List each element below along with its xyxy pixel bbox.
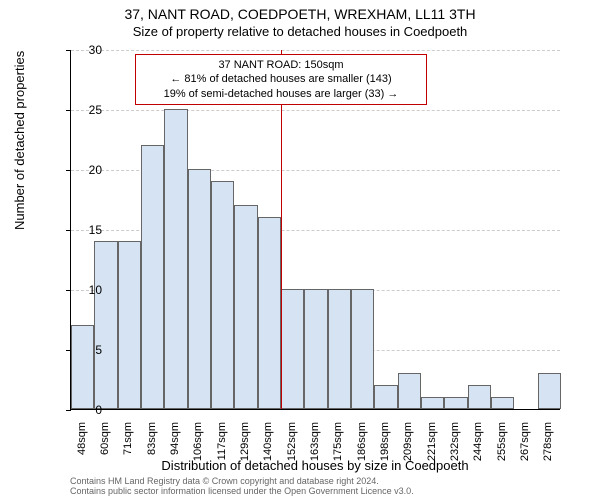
ytick-mark bbox=[66, 50, 71, 51]
ytick-mark bbox=[66, 230, 71, 231]
xtick-label: 60sqm bbox=[99, 422, 111, 482]
ytick-label: 0 bbox=[72, 404, 102, 416]
ytick-label: 15 bbox=[72, 224, 102, 236]
bar bbox=[118, 241, 141, 409]
x-axis-label: Distribution of detached houses by size … bbox=[70, 458, 560, 473]
xtick-label: 71sqm bbox=[122, 422, 134, 482]
ytick-label: 25 bbox=[72, 104, 102, 116]
ytick-label: 5 bbox=[72, 344, 102, 356]
xtick-label: 152sqm bbox=[286, 422, 298, 482]
ytick-label: 30 bbox=[72, 44, 102, 56]
xtick-label: 186sqm bbox=[356, 422, 368, 482]
bar bbox=[281, 289, 304, 409]
annot-line3: 19% of semi-detached houses are larger (… bbox=[142, 87, 420, 101]
annot-line2: ← 81% of detached houses are smaller (14… bbox=[142, 72, 420, 86]
bar bbox=[421, 397, 444, 409]
bar bbox=[94, 241, 117, 409]
xtick-label: 267sqm bbox=[519, 422, 531, 482]
bar bbox=[468, 385, 491, 409]
xtick-label: 198sqm bbox=[379, 422, 391, 482]
ytick-mark bbox=[66, 290, 71, 291]
bar bbox=[491, 397, 514, 409]
xtick-label: 129sqm bbox=[239, 422, 251, 482]
xtick-label: 255sqm bbox=[496, 422, 508, 482]
ytick-label: 20 bbox=[72, 164, 102, 176]
bar bbox=[164, 109, 187, 409]
bar bbox=[258, 217, 281, 409]
xtick-label: 232sqm bbox=[449, 422, 461, 482]
xtick-label: 221sqm bbox=[426, 422, 438, 482]
gridline bbox=[71, 110, 560, 111]
bar bbox=[141, 145, 164, 409]
xtick-label: 244sqm bbox=[472, 422, 484, 482]
bar bbox=[444, 397, 467, 409]
ytick-mark bbox=[66, 410, 71, 411]
xtick-label: 48sqm bbox=[76, 422, 88, 482]
bar bbox=[304, 289, 327, 409]
bar bbox=[71, 325, 94, 409]
y-axis-label: Number of detached properties bbox=[12, 51, 27, 230]
footer-line2: Contains public sector information licen… bbox=[70, 486, 560, 496]
bar bbox=[398, 373, 421, 409]
footer-line1: Contains HM Land Registry data © Crown c… bbox=[70, 476, 560, 486]
ytick-mark bbox=[66, 110, 71, 111]
xtick-label: 117sqm bbox=[216, 422, 228, 482]
bar bbox=[538, 373, 561, 409]
title-main: 37, NANT ROAD, COEDPOETH, WREXHAM, LL11 … bbox=[0, 6, 600, 22]
footer: Contains HM Land Registry data © Crown c… bbox=[70, 476, 560, 497]
ytick-label: 10 bbox=[72, 284, 102, 296]
xtick-label: 175sqm bbox=[332, 422, 344, 482]
gridline bbox=[71, 50, 560, 51]
title-sub: Size of property relative to detached ho… bbox=[0, 24, 600, 39]
xtick-label: 140sqm bbox=[262, 422, 274, 482]
chart-container: 37, NANT ROAD, COEDPOETH, WREXHAM, LL11 … bbox=[0, 0, 600, 500]
xtick-label: 83sqm bbox=[146, 422, 158, 482]
bar bbox=[374, 385, 397, 409]
xtick-label: 209sqm bbox=[402, 422, 414, 482]
bar bbox=[234, 205, 257, 409]
annot-line1: 37 NANT ROAD: 150sqm bbox=[142, 58, 420, 72]
xtick-label: 94sqm bbox=[169, 422, 181, 482]
ytick-mark bbox=[66, 170, 71, 171]
bar bbox=[188, 169, 211, 409]
bar bbox=[328, 289, 351, 409]
xtick-label: 106sqm bbox=[192, 422, 204, 482]
annotation-box: 37 NANT ROAD: 150sqm ← 81% of detached h… bbox=[135, 54, 427, 105]
bar bbox=[351, 289, 374, 409]
bar bbox=[211, 181, 234, 409]
xtick-label: 163sqm bbox=[309, 422, 321, 482]
xtick-label: 278sqm bbox=[542, 422, 554, 482]
